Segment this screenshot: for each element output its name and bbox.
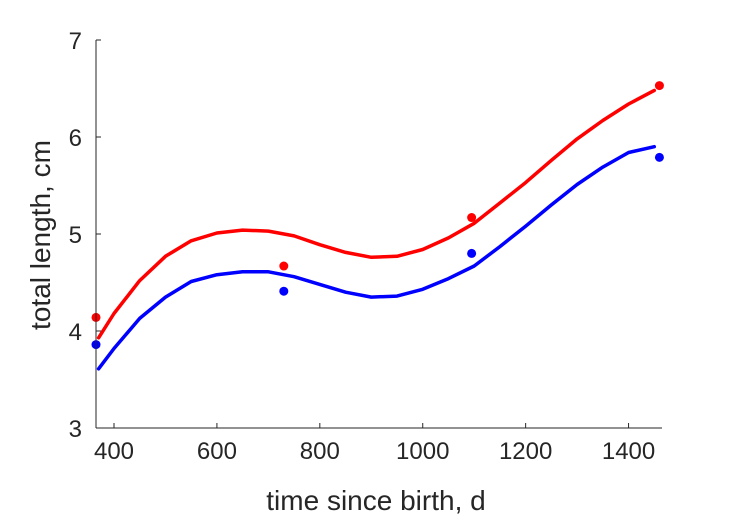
series-2-point bbox=[279, 286, 289, 296]
y-tick-label: 7 bbox=[69, 28, 82, 55]
x-tick-label: 800 bbox=[300, 438, 340, 465]
series-1-fit-line bbox=[96, 88, 657, 340]
series-2-fit-line bbox=[96, 144, 657, 371]
x-tick-label: 600 bbox=[197, 438, 237, 465]
x-ticks: 400 600 800 1000 1200 1400 bbox=[94, 423, 655, 465]
series-2 bbox=[91, 144, 664, 371]
series-2-point bbox=[654, 152, 664, 162]
y-ticks: 3 4 5 6 7 bbox=[69, 28, 101, 443]
x-tick-label: 1400 bbox=[602, 438, 655, 465]
series-1-point bbox=[279, 261, 289, 271]
y-axis-title: total length, cm bbox=[25, 140, 56, 330]
series-1-point bbox=[654, 81, 664, 91]
series-1 bbox=[91, 81, 664, 340]
y-tick-label: 6 bbox=[69, 125, 82, 152]
plot-area bbox=[91, 81, 664, 371]
x-tick-label: 1000 bbox=[396, 438, 449, 465]
series-2-point bbox=[467, 248, 477, 258]
x-tick-label: 1200 bbox=[499, 438, 552, 465]
y-tick-label: 3 bbox=[69, 416, 82, 443]
y-tick-label: 5 bbox=[69, 222, 82, 249]
x-axis-title: time since birth, d bbox=[266, 485, 485, 516]
y-tick-label: 4 bbox=[69, 319, 82, 346]
series-1-point bbox=[467, 213, 477, 223]
x-tick-label: 400 bbox=[94, 438, 134, 465]
axes: 400 600 800 1000 1200 1400 3 4 5 6 7 bbox=[69, 28, 662, 465]
